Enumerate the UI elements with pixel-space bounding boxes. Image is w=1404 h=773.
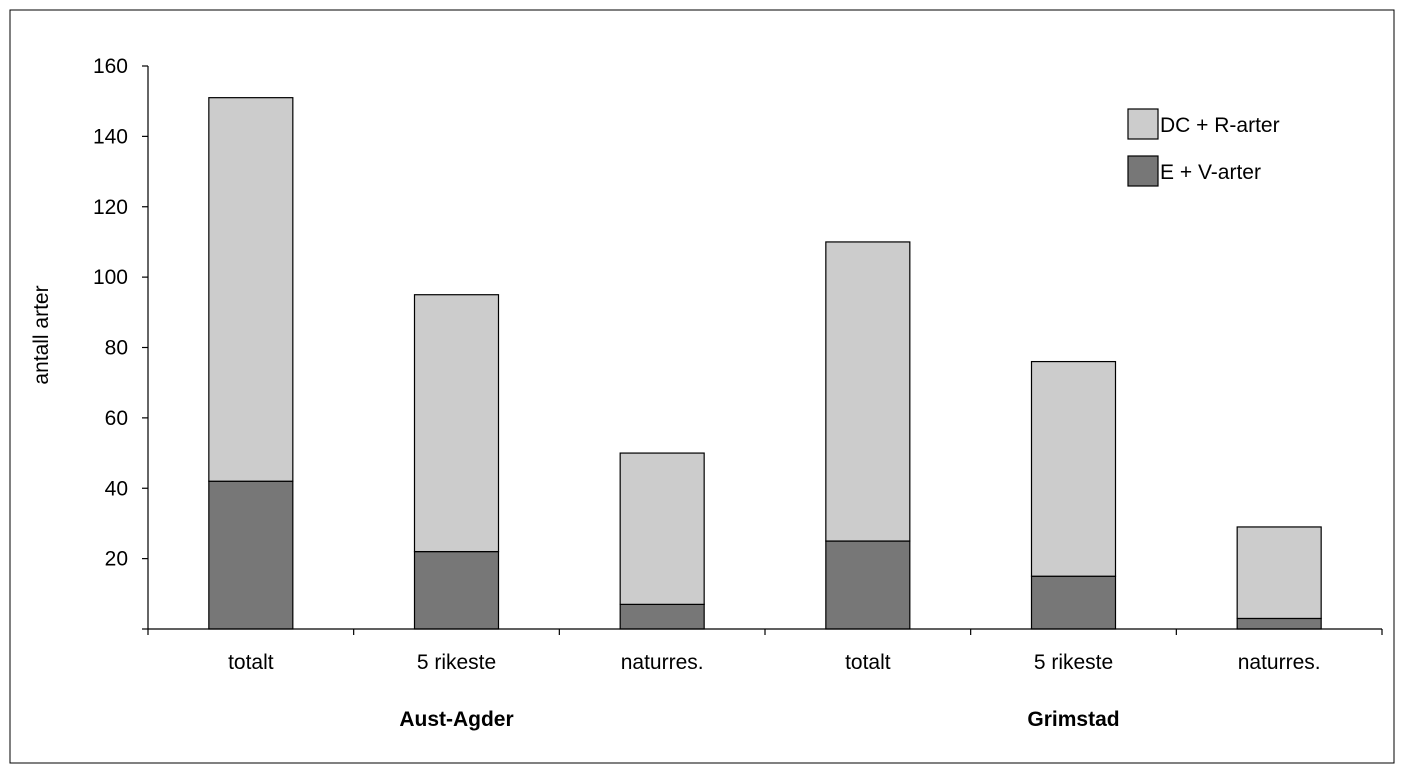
- bar-dc-r-5: [1236, 526, 1322, 620]
- bar-dc-r-0: [208, 97, 294, 482]
- y-tick-label: 160: [93, 55, 128, 78]
- bar-dc-r-4: [1030, 360, 1117, 577]
- bar-dc-r-1: [413, 294, 500, 553]
- bar-dc-r-3: [825, 241, 911, 542]
- bar-dc-r-2: [619, 452, 705, 605]
- bar-e-v-5: [1236, 617, 1322, 630]
- x-tick-label: 5 rikeste: [417, 651, 496, 674]
- y-tick-label: 20: [105, 548, 128, 571]
- bar-e-v-2: [619, 603, 705, 630]
- x-axis: totalt 5 rikeste naturres. totalt 5 rikeste n…: [147, 628, 1383, 731]
- x-tick-label: totalt: [228, 651, 274, 674]
- y-tick-label: 100: [93, 266, 128, 289]
- legend-swatch-0: [1127, 108, 1159, 140]
- y-tick-label: 40: [105, 477, 128, 500]
- x-tick-label: naturres.: [1238, 651, 1321, 674]
- x-tick-label: totalt: [845, 651, 891, 674]
- legend-label-0: DC + R-arter: [1160, 114, 1280, 137]
- y-tick-label: 80: [105, 337, 128, 360]
- y-tick-label: 120: [93, 196, 128, 219]
- legend-swatch-1: [1127, 155, 1159, 187]
- bar-e-v-0: [208, 480, 294, 630]
- group-label-1: Grimstad: [1027, 708, 1119, 731]
- y-axis-label: antall arter: [30, 285, 53, 384]
- x-tick-label: naturres.: [621, 651, 704, 674]
- y-tick-label: 140: [93, 125, 128, 148]
- x-tick-label: 5 rikeste: [1034, 651, 1113, 674]
- legend-label-1: E + V-arter: [1160, 161, 1261, 184]
- y-tick-label: 60: [105, 407, 128, 430]
- bar-e-v-3: [825, 540, 911, 630]
- bar-e-v-4: [1030, 575, 1117, 630]
- legend: DC + R-arter E + V-arter: [1127, 108, 1280, 187]
- group-label-0: Aust-Agder: [399, 708, 513, 731]
- y-axis: 20 40 60 80 100 120 140 160: [93, 55, 149, 630]
- bar-e-v-1: [413, 550, 500, 630]
- plot-area: [208, 97, 1322, 630]
